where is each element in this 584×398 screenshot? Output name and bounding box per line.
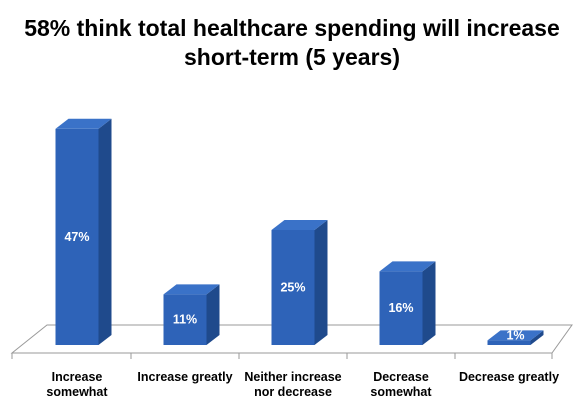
category-label: Increase greatly	[137, 370, 232, 384]
chart-title-line-1: 58% think total healthcare spending will…	[24, 15, 560, 41]
bar-side	[315, 220, 328, 345]
category-label: Neither increase	[244, 370, 341, 384]
category-label: somewhat	[370, 385, 432, 398]
category-label: Decrease	[373, 370, 429, 384]
category-label: somewhat	[46, 385, 108, 398]
bar-side	[99, 119, 112, 345]
data-label: 25%	[280, 281, 305, 295]
bar-side	[423, 261, 436, 345]
data-label: 1%	[506, 328, 524, 342]
bars	[56, 119, 544, 345]
category-label: Increase	[52, 370, 103, 384]
data-label: 47%	[64, 230, 89, 244]
category-label: nor decrease	[254, 385, 332, 398]
bar-side	[207, 284, 220, 345]
category-label: Decrease greatly	[459, 370, 559, 384]
data-label: 11%	[173, 313, 197, 327]
chart-title-line-2: short-term (5 years)	[184, 44, 400, 70]
data-label: 16%	[388, 301, 413, 315]
chart-title: 58% think total healthcare spending will…	[24, 15, 560, 70]
